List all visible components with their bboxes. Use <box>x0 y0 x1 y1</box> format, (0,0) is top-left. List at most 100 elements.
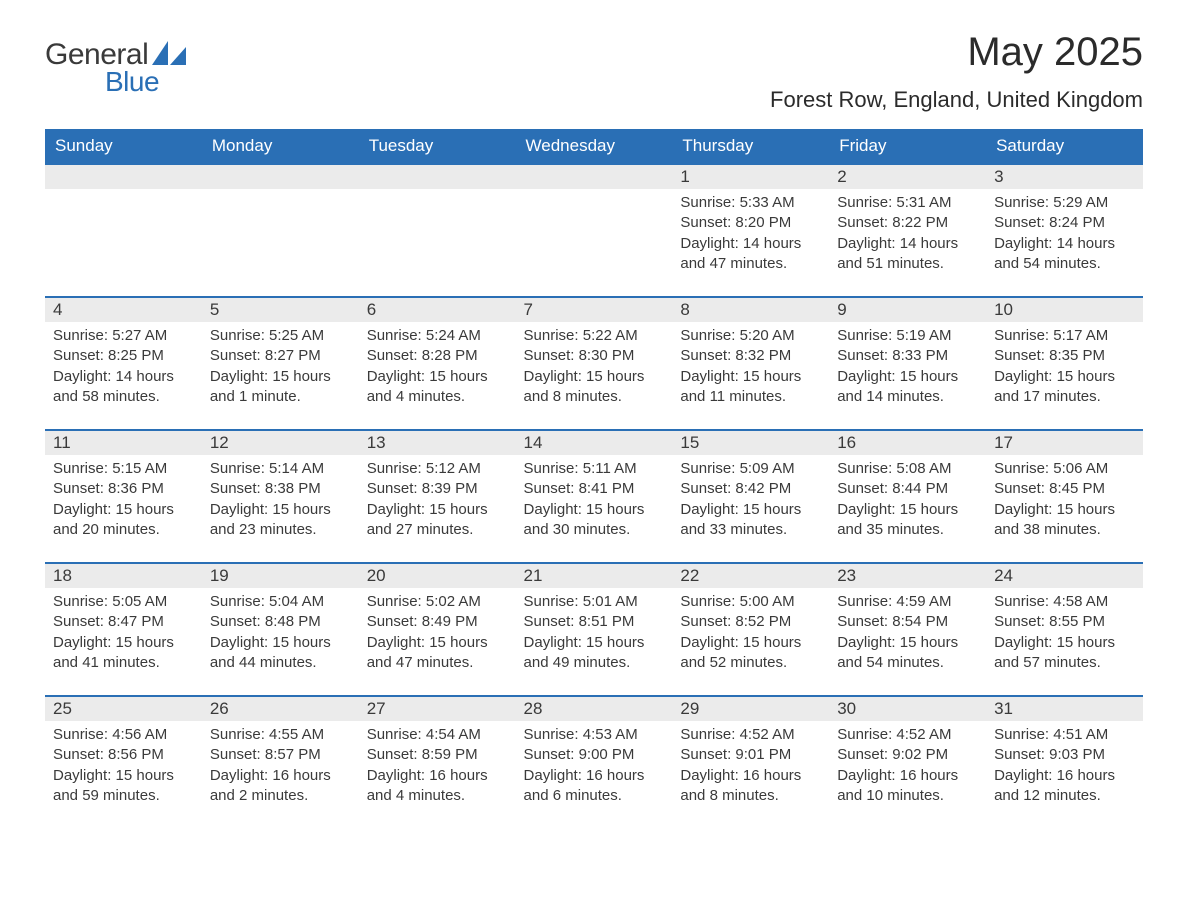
sunrise-text: Sunrise: 4:55 AM <box>210 725 351 745</box>
day-cell: Sunrise: 5:22 AMSunset: 8:30 PMDaylight:… <box>516 322 673 430</box>
day-cell: Sunrise: 5:12 AMSunset: 8:39 PMDaylight:… <box>359 455 516 563</box>
daylight-text: Daylight: 14 hours and 51 minutes. <box>837 234 978 275</box>
daylight-text: Daylight: 16 hours and 10 minutes. <box>837 766 978 807</box>
day-number: 6 <box>359 297 516 322</box>
sunrise-text: Sunrise: 4:58 AM <box>994 592 1135 612</box>
day-number: 8 <box>672 297 829 322</box>
daylight-text: Daylight: 15 hours and 8 minutes. <box>524 367 665 408</box>
sunrise-text: Sunrise: 5:12 AM <box>367 459 508 479</box>
sunrise-text: Sunrise: 5:09 AM <box>680 459 821 479</box>
day-cell: Sunrise: 5:11 AMSunset: 8:41 PMDaylight:… <box>516 455 673 563</box>
week-daynum-row: 123 <box>45 164 1143 189</box>
calendar-table: SundayMondayTuesdayWednesdayThursdayFrid… <box>45 129 1143 829</box>
daylight-text: Daylight: 14 hours and 54 minutes. <box>994 234 1135 275</box>
daylight-text: Daylight: 15 hours and 33 minutes. <box>680 500 821 541</box>
sunset-text: Sunset: 8:22 PM <box>837 213 978 233</box>
sunrise-text: Sunrise: 5:15 AM <box>53 459 194 479</box>
weekday-header: Wednesday <box>516 129 673 164</box>
day-cell: Sunrise: 5:02 AMSunset: 8:49 PMDaylight:… <box>359 588 516 696</box>
sunset-text: Sunset: 8:52 PM <box>680 612 821 632</box>
week-content-row: Sunrise: 4:56 AMSunset: 8:56 PMDaylight:… <box>45 721 1143 829</box>
sunrise-text: Sunrise: 4:54 AM <box>367 725 508 745</box>
sunset-text: Sunset: 8:38 PM <box>210 479 351 499</box>
sunrise-text: Sunrise: 5:31 AM <box>837 193 978 213</box>
sunset-text: Sunset: 8:59 PM <box>367 745 508 765</box>
sunset-text: Sunset: 9:02 PM <box>837 745 978 765</box>
week-daynum-row: 45678910 <box>45 297 1143 322</box>
sunrise-text: Sunrise: 5:27 AM <box>53 326 194 346</box>
day-cell: Sunrise: 4:53 AMSunset: 9:00 PMDaylight:… <box>516 721 673 829</box>
sunrise-text: Sunrise: 5:22 AM <box>524 326 665 346</box>
daylight-text: Daylight: 15 hours and 11 minutes. <box>680 367 821 408</box>
day-number: 19 <box>202 563 359 588</box>
sunset-text: Sunset: 8:41 PM <box>524 479 665 499</box>
sunrise-text: Sunrise: 4:52 AM <box>680 725 821 745</box>
sunset-text: Sunset: 8:20 PM <box>680 213 821 233</box>
weekday-header: Thursday <box>672 129 829 164</box>
day-cell: Sunrise: 5:29 AMSunset: 8:24 PMDaylight:… <box>986 189 1143 297</box>
daylight-text: Daylight: 16 hours and 8 minutes. <box>680 766 821 807</box>
daylight-text: Daylight: 15 hours and 14 minutes. <box>837 367 978 408</box>
sunset-text: Sunset: 8:28 PM <box>367 346 508 366</box>
week-daynum-row: 25262728293031 <box>45 696 1143 721</box>
day-number: 7 <box>516 297 673 322</box>
day-cell <box>516 189 673 297</box>
sunset-text: Sunset: 8:45 PM <box>994 479 1135 499</box>
day-number: 14 <box>516 430 673 455</box>
weekday-header: Tuesday <box>359 129 516 164</box>
daylight-text: Daylight: 14 hours and 47 minutes. <box>680 234 821 275</box>
weekday-header: Monday <box>202 129 359 164</box>
day-number: 22 <box>672 563 829 588</box>
sunrise-text: Sunrise: 5:02 AM <box>367 592 508 612</box>
day-number <box>516 164 673 189</box>
day-cell: Sunrise: 5:33 AMSunset: 8:20 PMDaylight:… <box>672 189 829 297</box>
day-cell: Sunrise: 5:06 AMSunset: 8:45 PMDaylight:… <box>986 455 1143 563</box>
sunrise-text: Sunrise: 4:51 AM <box>994 725 1135 745</box>
daylight-text: Daylight: 15 hours and 35 minutes. <box>837 500 978 541</box>
daylight-text: Daylight: 15 hours and 30 minutes. <box>524 500 665 541</box>
day-cell <box>202 189 359 297</box>
day-cell: Sunrise: 4:58 AMSunset: 8:55 PMDaylight:… <box>986 588 1143 696</box>
day-number: 28 <box>516 696 673 721</box>
day-cell: Sunrise: 5:27 AMSunset: 8:25 PMDaylight:… <box>45 322 202 430</box>
sunset-text: Sunset: 8:30 PM <box>524 346 665 366</box>
day-cell: Sunrise: 4:52 AMSunset: 9:02 PMDaylight:… <box>829 721 986 829</box>
day-number: 13 <box>359 430 516 455</box>
sunset-text: Sunset: 8:54 PM <box>837 612 978 632</box>
week-content-row: Sunrise: 5:15 AMSunset: 8:36 PMDaylight:… <box>45 455 1143 563</box>
sunset-text: Sunset: 8:25 PM <box>53 346 194 366</box>
day-number: 10 <box>986 297 1143 322</box>
day-number <box>45 164 202 189</box>
day-number: 31 <box>986 696 1143 721</box>
day-number: 29 <box>672 696 829 721</box>
day-cell: Sunrise: 5:19 AMSunset: 8:33 PMDaylight:… <box>829 322 986 430</box>
sunrise-text: Sunrise: 5:17 AM <box>994 326 1135 346</box>
daylight-text: Daylight: 15 hours and 23 minutes. <box>210 500 351 541</box>
day-number: 12 <box>202 430 359 455</box>
sunset-text: Sunset: 8:47 PM <box>53 612 194 632</box>
sunrise-text: Sunrise: 5:01 AM <box>524 592 665 612</box>
day-number: 17 <box>986 430 1143 455</box>
day-cell: Sunrise: 5:08 AMSunset: 8:44 PMDaylight:… <box>829 455 986 563</box>
sunset-text: Sunset: 8:33 PM <box>837 346 978 366</box>
day-cell: Sunrise: 4:51 AMSunset: 9:03 PMDaylight:… <box>986 721 1143 829</box>
month-year-title: May 2025 <box>770 30 1143 75</box>
daylight-text: Daylight: 15 hours and 4 minutes. <box>367 367 508 408</box>
week-content-row: Sunrise: 5:27 AMSunset: 8:25 PM Daylight:… <box>45 322 1143 430</box>
sunrise-text: Sunrise: 5:04 AM <box>210 592 351 612</box>
day-cell: Sunrise: 5:25 AMSunset: 8:27 PMDaylight:… <box>202 322 359 430</box>
daylight-text: Daylight: 15 hours and 52 minutes. <box>680 633 821 674</box>
daylight-text: Daylight: 15 hours and 20 minutes. <box>53 500 194 541</box>
day-number: 2 <box>829 164 986 189</box>
daylight-text: Daylight: 15 hours and 54 minutes. <box>837 633 978 674</box>
day-number: 16 <box>829 430 986 455</box>
sunset-text: Sunset: 9:03 PM <box>994 745 1135 765</box>
week-daynum-row: 18192021222324 <box>45 563 1143 588</box>
sunrise-text: Sunrise: 5:19 AM <box>837 326 978 346</box>
day-cell <box>359 189 516 297</box>
weekday-header: Saturday <box>986 129 1143 164</box>
sunset-text: Sunset: 8:57 PM <box>210 745 351 765</box>
sunset-text: Sunset: 8:32 PM <box>680 346 821 366</box>
sunrise-text: Sunrise: 5:11 AM <box>524 459 665 479</box>
sunset-text: Sunset: 8:24 PM <box>994 213 1135 233</box>
